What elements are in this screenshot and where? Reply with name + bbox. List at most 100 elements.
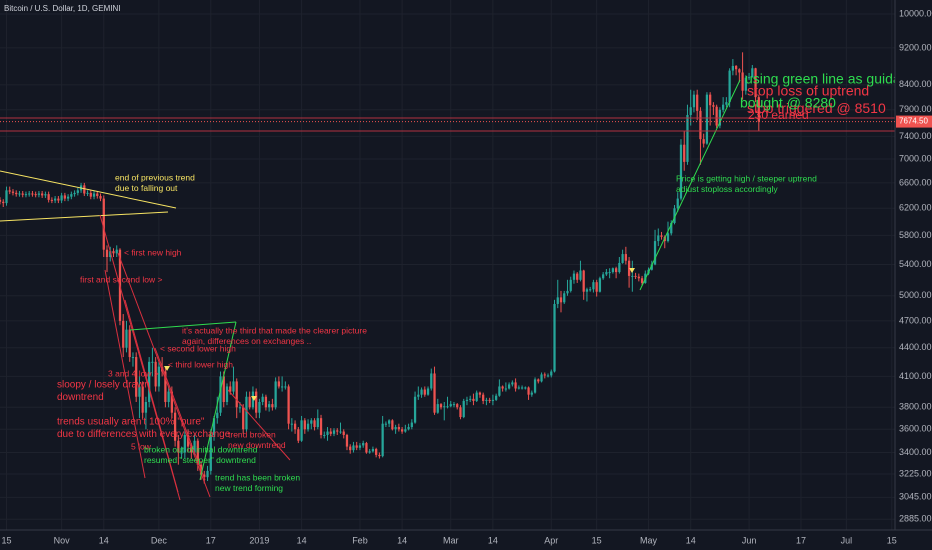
candle-body [135,357,138,397]
candle-body [86,192,89,194]
trend-line [104,269,146,479]
candle-body [569,279,572,291]
candle-body [446,406,449,408]
candle-body [345,434,349,447]
candle-body [264,396,268,408]
trend-line [0,170,177,209]
y-tick-label: 5400.00 [899,259,932,269]
candle-body [352,445,355,451]
candle-body [349,446,352,451]
candle-body [183,434,186,453]
candle-body [105,249,109,258]
candle-body [553,303,556,372]
annotation: due to differences with every exchange [57,429,231,440]
candle-body [0,199,2,202]
candle-body [310,420,313,424]
candle-body [621,254,624,263]
candle-body [76,190,79,193]
annotation: bought @ 8280 [740,95,836,111]
x-tick-label: Apr [544,535,558,545]
candle-body [83,185,86,194]
candle-body [63,195,66,199]
x-tick-label: Dec [151,535,168,545]
candle-body [540,374,543,382]
candle-body [109,251,112,258]
candle-body [572,273,576,280]
candle-body [378,454,381,457]
candle-body [37,193,41,195]
y-tick-label: 7000.00 [899,153,932,163]
annotation: using green line as guidar [745,71,906,87]
candle-body [358,445,362,448]
candle-body [92,193,96,197]
candle-body [640,278,644,283]
y-tick-label: 3600.00 [899,424,932,434]
candle-body [342,431,345,435]
candle-body [50,199,54,201]
annotation: new downtrend [228,440,286,450]
candle-body [190,446,193,453]
candle-body [245,396,248,430]
y-tick-label: 5000.00 [899,290,932,300]
candle-body [326,431,329,435]
annotation: 5 low [131,441,152,451]
candle-body [589,289,592,291]
y-tick-label: 5800.00 [899,230,932,240]
x-tick-label: 14 [99,535,109,545]
x-tick-label: 14 [488,535,498,545]
candle-body [592,282,595,290]
candle-body [268,404,271,408]
candle-body [504,388,508,390]
candle-body [501,386,504,389]
candle-body [329,431,332,434]
candle-body [485,399,488,401]
candle-body [70,194,73,197]
candle-body [31,193,34,195]
candle-body [280,386,284,388]
trend-line [154,347,206,481]
candle-body [657,235,660,242]
candle-body [469,398,472,400]
candle-body [683,144,686,162]
candle-body [131,357,135,359]
y-tick-label: 3045.00 [899,492,932,502]
candle-body [102,198,105,250]
annotation: downtrend [57,392,104,403]
x-tick-label: Jul [841,535,853,545]
candle-body [219,376,222,413]
candle-body [614,268,618,273]
candle-body [514,382,517,389]
candle-body [271,404,274,408]
annotation: < second lower high [160,343,236,353]
candle-body [436,404,439,413]
candle-body [323,434,326,436]
annotation: adjust stoploss accordingly [676,184,778,194]
price-axis [895,0,932,550]
candle-body [734,65,738,70]
candle-body [73,192,76,195]
candle-body [261,396,264,402]
annotation: new trend forming [215,483,283,493]
x-tick-label: 14 [297,535,307,545]
candle-body [306,423,310,430]
candle-body [242,407,245,430]
candle-body [34,194,37,196]
candle-body [563,293,566,303]
marker [164,366,170,371]
candle-body [251,391,255,408]
candle-body [167,391,170,402]
candle-body [128,329,131,358]
trend-line [639,79,741,291]
candle-body [365,443,368,453]
candle-body [138,386,141,397]
y-tick-label: 3400.00 [899,447,932,457]
candle-body [462,400,465,418]
candle-body [397,427,400,430]
candle-body [527,387,530,395]
candle-body [524,387,527,389]
annotation: resumed "steeper" downtrend [144,455,256,465]
y-tick-label: 8400.00 [899,79,932,89]
candle-body [728,70,731,103]
candle-body [533,379,537,393]
